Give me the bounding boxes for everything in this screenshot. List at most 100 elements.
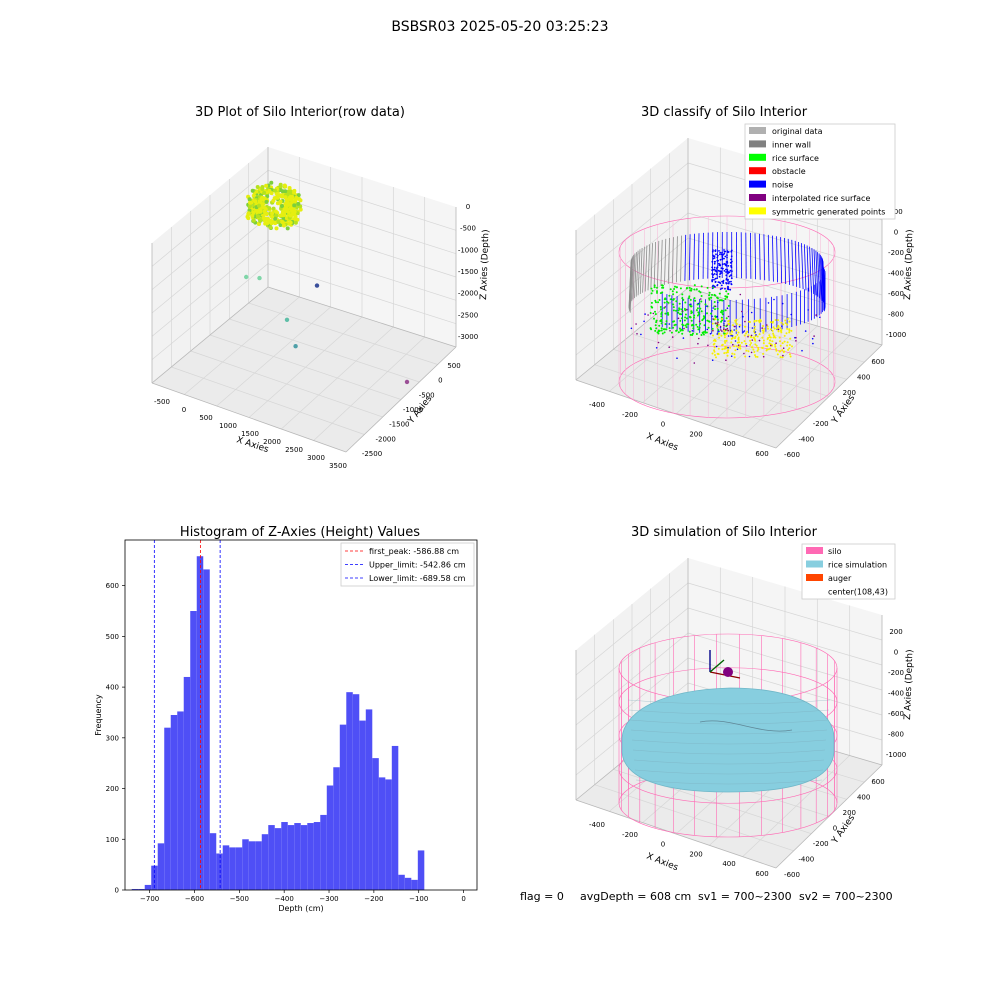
noise-point	[712, 276, 714, 279]
rice-surface-point	[684, 301, 687, 304]
noise-point	[711, 279, 714, 281]
histogram-y-tick-label: 500	[106, 633, 119, 641]
symmetric-point	[762, 325, 764, 327]
symmetric-point	[772, 334, 775, 337]
raw-point	[248, 200, 252, 205]
symmetric-point	[739, 345, 741, 348]
symmetric-point	[780, 328, 783, 331]
noise-point	[718, 275, 721, 278]
classify-legend-label: original data	[772, 127, 823, 136]
noise-point	[713, 268, 716, 271]
rice-mesh-line	[631, 739, 827, 745]
symmetric-point	[756, 335, 759, 338]
histogram-bar	[365, 709, 373, 890]
raw-y-tick: 500	[447, 362, 460, 370]
raw-point	[280, 204, 284, 208]
noise-point	[720, 284, 723, 287]
noise-point	[712, 249, 714, 252]
simulation-legend-label: auger	[828, 574, 852, 583]
noise-point	[713, 266, 716, 269]
grid-line	[248, 302, 438, 365]
raw-point	[274, 226, 279, 231]
raw-point	[256, 221, 261, 226]
noise-point	[729, 288, 732, 291]
symmetric-point	[771, 321, 774, 324]
rice-surface-point	[651, 306, 654, 309]
rice-surface-point	[681, 332, 684, 335]
noise-point	[721, 263, 724, 266]
histogram-bar	[242, 839, 249, 890]
scatter-dot	[730, 355, 733, 358]
raw-point	[270, 214, 274, 219]
symmetric-point	[769, 336, 772, 339]
rice-surface-point	[711, 327, 714, 330]
rice-surface-point	[667, 313, 670, 316]
symmetric-point	[727, 320, 730, 323]
rice-surface-point	[659, 292, 662, 295]
raw-point	[257, 209, 262, 213]
rice-surface-point	[655, 327, 658, 330]
symmetric-point	[774, 345, 777, 348]
noise-point	[725, 277, 728, 280]
raw-x-tick: 3000	[307, 454, 325, 462]
noise-point	[727, 265, 730, 267]
wall-stroke	[667, 237, 670, 285]
rice-surface-point	[685, 326, 688, 329]
raw-point	[251, 193, 256, 198]
raw-z-tick: -2500	[458, 311, 478, 319]
symmetric-point	[777, 330, 780, 333]
scatter-dot	[794, 336, 796, 339]
histogram-bar	[417, 850, 425, 890]
raw-outlier-point	[257, 275, 262, 281]
raw-point	[262, 209, 267, 214]
noise-point	[730, 266, 733, 269]
scatter-dot	[761, 327, 763, 329]
noise-point	[726, 269, 729, 271]
rice-surface-point	[656, 290, 658, 293]
scatter-dot	[640, 333, 642, 336]
scatter-dot	[748, 355, 751, 358]
symmetric-point	[777, 319, 779, 322]
center-marker	[723, 667, 733, 677]
simulation-z-tick: -200	[888, 669, 904, 677]
noise-point	[727, 280, 729, 282]
noise-point	[714, 249, 717, 252]
rice-surface-point	[659, 320, 662, 322]
simulation-body	[618, 633, 838, 838]
classify-z-tick: -1000	[886, 331, 906, 339]
grid-line	[669, 302, 865, 363]
raw-y-ticks: 500 0-500 -1000 -1500 -2000 -2500	[362, 362, 461, 458]
noise-point	[727, 278, 729, 281]
wall-stroke	[780, 237, 783, 284]
scatter-dot	[727, 335, 730, 337]
raw-point	[278, 188, 283, 192]
scatter-dot	[723, 323, 725, 325]
symmetric-point	[779, 350, 782, 353]
noise-point	[720, 253, 723, 256]
classify-z-tick: 200	[889, 208, 902, 216]
axis-edge	[775, 344, 883, 449]
symmetric-point	[713, 349, 716, 352]
symmetric-point	[749, 343, 752, 346]
axis-edge	[345, 346, 457, 453]
rice-surface-point	[654, 329, 657, 332]
wall-stroke	[698, 233, 700, 280]
scatter-dot	[737, 344, 740, 347]
scatter-dot	[732, 343, 734, 346]
raw-y-tick: -2000	[375, 435, 395, 443]
scatter-dot	[716, 323, 719, 325]
classify-points	[618, 215, 836, 419]
figure-title: BSBSR03 2025-05-20 03:25:23	[391, 19, 608, 35]
wall-stroke	[813, 249, 817, 296]
classify-z-tick: -200	[888, 249, 904, 257]
symmetric-point	[736, 333, 739, 336]
rice-surface-point	[711, 293, 713, 296]
symmetric-point	[782, 323, 785, 326]
rice-surface-point	[680, 308, 683, 311]
noise-point	[729, 269, 732, 272]
noise-point	[730, 283, 733, 286]
symmetric-point	[718, 336, 721, 339]
wall-stroke	[629, 259, 632, 306]
noise-point	[728, 271, 731, 274]
grid-line	[687, 582, 883, 641]
